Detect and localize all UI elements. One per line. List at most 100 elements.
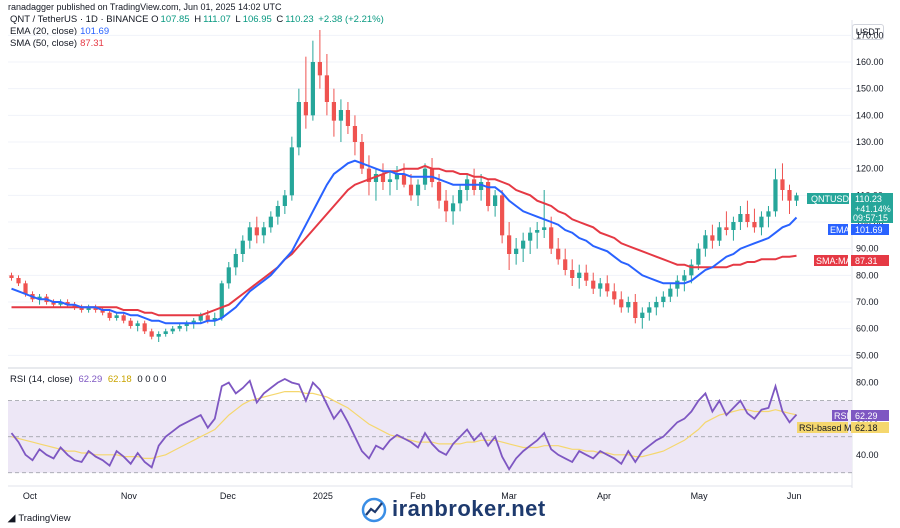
ema-tag-name: EMA (830, 225, 850, 235)
candle-body (282, 195, 287, 206)
time-tick-label: Dec (220, 491, 237, 501)
sma-tag-name: SMA:MA (816, 256, 852, 266)
candle-body (359, 142, 365, 169)
candles (9, 30, 799, 342)
candle-body (128, 320, 133, 326)
rsi-tick-label: 40.00 (856, 450, 879, 460)
candle-body (310, 62, 315, 116)
candle-body (752, 222, 757, 228)
time-tick-label: Oct (23, 491, 38, 501)
price-tick-label: 90.00 (856, 244, 879, 254)
candle-body (114, 315, 119, 318)
candle-body (710, 235, 715, 241)
price-tag-countdown: 09:57:15 (853, 213, 888, 223)
candle-body (436, 182, 442, 201)
candle-body (696, 248, 701, 265)
rsi-line (10, 377, 798, 471)
candle-body (233, 254, 238, 268)
ema-tag-value: 101.69 (855, 225, 883, 235)
candle-body (640, 312, 645, 318)
candle-body (626, 302, 631, 308)
candle-body (591, 280, 596, 289)
candle-body (415, 184, 421, 196)
candle-body (51, 302, 56, 305)
candle-body (605, 283, 610, 292)
candle-body (443, 200, 449, 212)
candle-body (717, 227, 722, 241)
time-tick-label: Feb (410, 491, 426, 501)
candle-body (773, 179, 778, 212)
candle-body (86, 307, 91, 310)
candle-body (240, 240, 245, 254)
price-tag-symbol: QNTUSDT (811, 194, 855, 204)
candle-body (528, 232, 533, 241)
price-tick-label: 140.00 (856, 110, 884, 120)
price-tag-change: +41.14% (855, 204, 891, 214)
rsi-band (8, 400, 852, 474)
sma-line (11, 164, 797, 317)
candle-body (759, 216, 764, 228)
rsi-tag-value: 62.29 (855, 411, 878, 421)
candle-body (177, 326, 182, 329)
candle-body (156, 334, 161, 337)
candle-body (787, 190, 792, 201)
price-tick-label: 50.00 (856, 350, 879, 360)
candle-body (254, 227, 259, 236)
time-tick-label: Nov (121, 491, 138, 501)
candle-body (79, 307, 84, 310)
candle-body (675, 280, 680, 289)
candle-body (37, 296, 42, 300)
candle-body (654, 302, 659, 308)
tradingview-logo-icon: ◢ (8, 513, 16, 524)
candle-body (619, 299, 624, 308)
candle-body (429, 168, 435, 182)
watermark-logo-icon (361, 497, 387, 523)
candle-body (380, 174, 386, 182)
candle-body (366, 168, 372, 182)
candle-body (500, 195, 505, 236)
candle-body (331, 102, 337, 121)
candle-body (493, 195, 498, 206)
candle-body (289, 147, 294, 196)
candle-body (668, 288, 673, 297)
rsi-tick-label: 80.00 (856, 378, 879, 388)
candle-body (100, 310, 105, 313)
candle-body (724, 227, 729, 230)
price-tick-label: 130.00 (856, 137, 884, 147)
price-tick-label: 160.00 (856, 57, 884, 67)
candle-body (226, 267, 231, 284)
candle-body (72, 304, 77, 308)
candle-body (745, 214, 750, 222)
candle-body (205, 315, 210, 321)
candle-body (633, 302, 638, 318)
candle-body (58, 302, 63, 305)
candle-body (338, 110, 344, 121)
candle-body (766, 211, 771, 217)
sma-tag-value: 87.31 (855, 256, 878, 266)
candle-body (401, 174, 407, 185)
candle-body (212, 318, 217, 321)
candle-body (703, 235, 708, 249)
candle-body (373, 174, 379, 182)
time-tick-label: May (691, 491, 709, 501)
rsi-ma-tag-value: 62.18 (855, 423, 878, 433)
candle-body (345, 110, 351, 126)
candle-body (170, 328, 175, 332)
candle-body (731, 222, 736, 230)
candle-body (184, 323, 189, 326)
candle-body (107, 312, 112, 318)
price-tick-label: 150.00 (856, 84, 884, 94)
candle-body (563, 259, 568, 270)
time-tick-label: Mar (501, 491, 517, 501)
candle-body (149, 331, 154, 337)
watermark-text: iranbroker.net (392, 496, 546, 521)
time-tick-label: 2025 (313, 491, 333, 501)
time-axis-ticks: Oct Nov Dec 2025 Feb Mar Apr May Jun (23, 491, 802, 501)
ema-line (11, 159, 798, 325)
price-tick-label: 80.00 (856, 270, 879, 280)
candle-body (780, 179, 785, 190)
tradingview-brand[interactable]: ◢ TradingView (8, 513, 71, 524)
candle-body (16, 278, 21, 284)
